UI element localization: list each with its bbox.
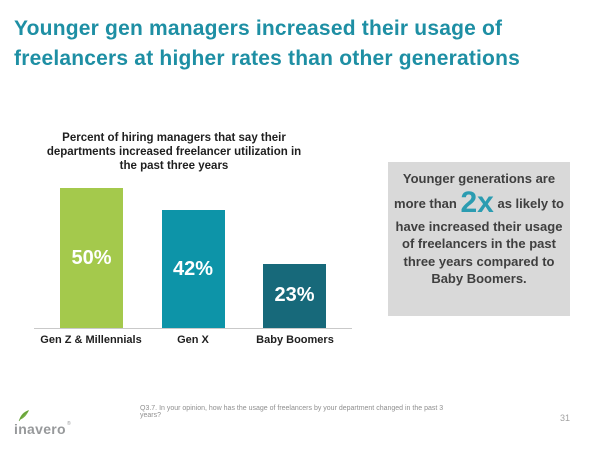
callout-text-before: Younger generations are more than xyxy=(394,171,556,211)
registered-mark: ® xyxy=(67,421,71,427)
bar-baby-boomers: 23% xyxy=(263,263,326,328)
category-label-gen-x: Gen X xyxy=(177,334,209,346)
callout-text-after: as likely to have increased their usage … xyxy=(395,195,564,287)
bar-value-label: 50% xyxy=(71,246,112,269)
logo-text: inavero xyxy=(14,421,66,437)
inavero-logo: inavero ® xyxy=(14,409,84,439)
callout-box: Younger generations are more than 2x as … xyxy=(388,162,570,316)
category-label-gen-z-millennials: Gen Z & Millennials xyxy=(40,334,142,346)
leaf-icon xyxy=(18,410,29,422)
callout-highlight-2x: 2x xyxy=(460,185,494,219)
slide-title: Younger gen managers increased their usa… xyxy=(14,17,520,70)
chart-title: Percent of hiring managers that say thei… xyxy=(46,132,302,172)
footnote-survey-question: Q3.7. In your opinion, how has the usage… xyxy=(140,405,444,419)
x-axis-line xyxy=(34,328,352,329)
bar-gen-z-millennials: 50% xyxy=(60,188,123,328)
category-label-baby-boomers: Baby Boomers xyxy=(256,334,334,346)
chart-plot-area: 50% 42% 23% xyxy=(60,188,326,328)
page-number: 31 xyxy=(559,413,570,423)
bar-gen-x: 42% xyxy=(161,210,225,328)
bar-value-label: 42% xyxy=(172,257,214,280)
bar-value-label: 23% xyxy=(274,284,315,307)
